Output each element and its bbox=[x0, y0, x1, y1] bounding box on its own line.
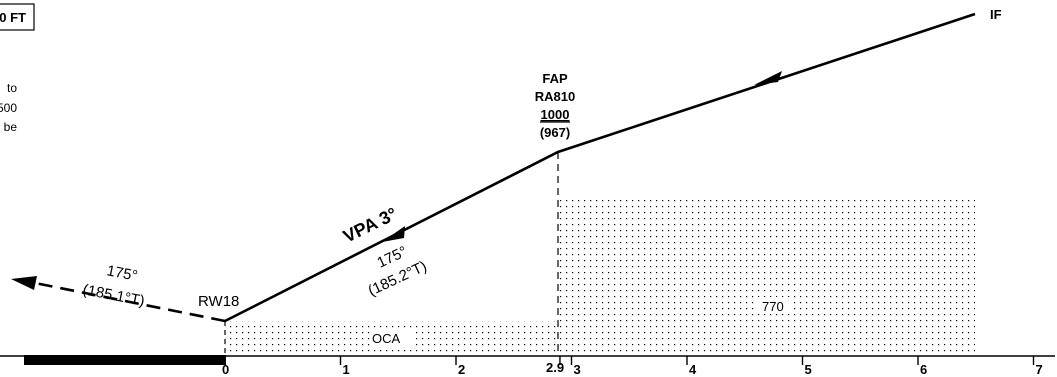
if-label: IF bbox=[990, 7, 1002, 22]
fap-height: (967) bbox=[540, 125, 570, 140]
approach-path-line bbox=[224, 12, 976, 323]
fap-name: RA810 bbox=[535, 89, 575, 104]
note-line-1: to bbox=[7, 81, 17, 95]
high-area-label: 770 bbox=[762, 299, 784, 314]
note-line-2: 500 bbox=[0, 101, 17, 115]
header-box: 0 FT bbox=[0, 3, 35, 31]
axis-tick-label-1: 1 bbox=[343, 362, 350, 377]
approach-arrow-lower bbox=[382, 226, 405, 242]
runway-bar bbox=[24, 355, 226, 365]
oca-label: OCA bbox=[372, 331, 401, 346]
header-note: to 500 be bbox=[0, 81, 17, 134]
fap-distance-label: 2.9 bbox=[546, 360, 564, 375]
axis-tick-label-5: 5 bbox=[805, 362, 812, 377]
fap-label: FAP bbox=[542, 71, 568, 86]
missed-approach-line bbox=[29, 280, 226, 323]
missed-course-true: (185.1°T) bbox=[81, 281, 146, 310]
axis-tick-label-2: 2 bbox=[458, 362, 465, 377]
fap-info: FAP RA810 1000 (967) bbox=[535, 71, 575, 140]
approach-arrow-upper bbox=[754, 71, 782, 85]
note-line-3: be bbox=[4, 120, 18, 134]
axis-tick-label-6: 6 bbox=[920, 362, 927, 377]
axis-tick-label-4: 4 bbox=[689, 362, 697, 377]
header-box-label: 0 FT bbox=[0, 10, 26, 25]
axis-tick-label-0: 0 bbox=[222, 362, 229, 377]
distance-axis-ticks: 0 1 2 3 4 5 6 7 bbox=[222, 356, 1043, 377]
high-obstacle-dotted-area bbox=[558, 199, 975, 356]
axis-tick-label-3: 3 bbox=[574, 362, 581, 377]
fap-altitude: 1000 bbox=[541, 107, 570, 122]
axis-tick-label-7: 7 bbox=[1036, 362, 1043, 377]
missed-course-mag: 175° bbox=[105, 262, 139, 285]
runway-label: RW18 bbox=[198, 293, 239, 310]
missed-approach-arrowhead bbox=[11, 276, 37, 290]
